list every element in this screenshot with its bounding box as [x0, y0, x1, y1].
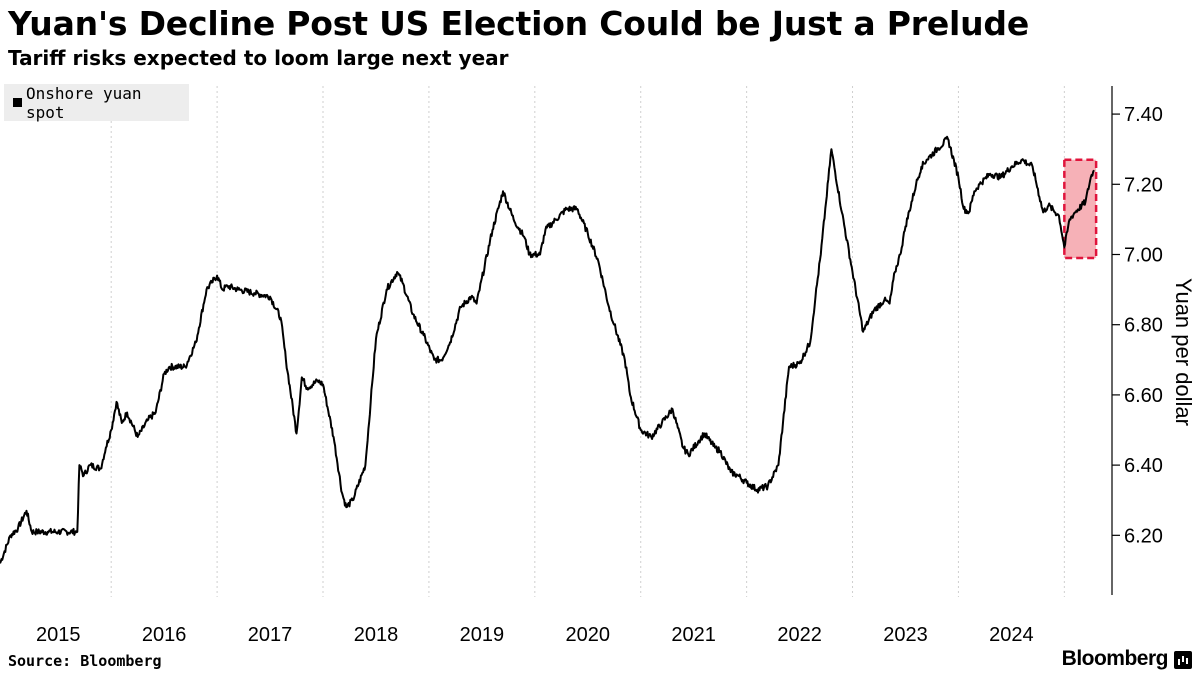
legend-label: Onshore yuan spot — [25, 83, 142, 122]
legend: Onshore yuan spot — [4, 83, 189, 122]
x-tick-label: 2018 — [354, 624, 399, 646]
x-tick-label: 2020 — [566, 624, 611, 646]
series-line-onshore-yuan-spot — [0, 135, 1095, 564]
x-tick-label: 2019 — [460, 624, 505, 646]
chart-subtitle: Tariff risks expected to loom large next… — [8, 46, 509, 70]
x-tick-label: 2016 — [142, 624, 187, 646]
legend-swatch — [13, 98, 22, 107]
x-tick-label: 2021 — [671, 624, 716, 646]
x-tick-label: 2024 — [989, 624, 1034, 646]
bar-chart-icon — [1174, 651, 1192, 669]
y-tick-label: 6.20 — [1124, 525, 1163, 547]
x-tick-label: 2022 — [777, 624, 822, 646]
y-tick-label: 7.40 — [1124, 104, 1163, 126]
y-tick-label: 6.80 — [1124, 315, 1163, 337]
source-note: Source: Bloomberg — [8, 652, 162, 670]
brand-logo: Bloomberg — [1061, 647, 1169, 670]
x-tick-label: 2015 — [36, 624, 81, 646]
x-tick-label: 2017 — [248, 624, 293, 646]
y-tick-label: 6.40 — [1124, 455, 1163, 477]
chart-title: Yuan's Decline Post US Election Could be… — [8, 4, 1030, 43]
y-tick-label: 7.20 — [1124, 174, 1163, 196]
y-tick-label: 7.00 — [1124, 244, 1163, 266]
x-tick-label: 2023 — [883, 624, 928, 646]
y-tick-label: 6.60 — [1124, 385, 1163, 407]
y-axis-label: Yuan per dollar — [1171, 278, 1196, 426]
